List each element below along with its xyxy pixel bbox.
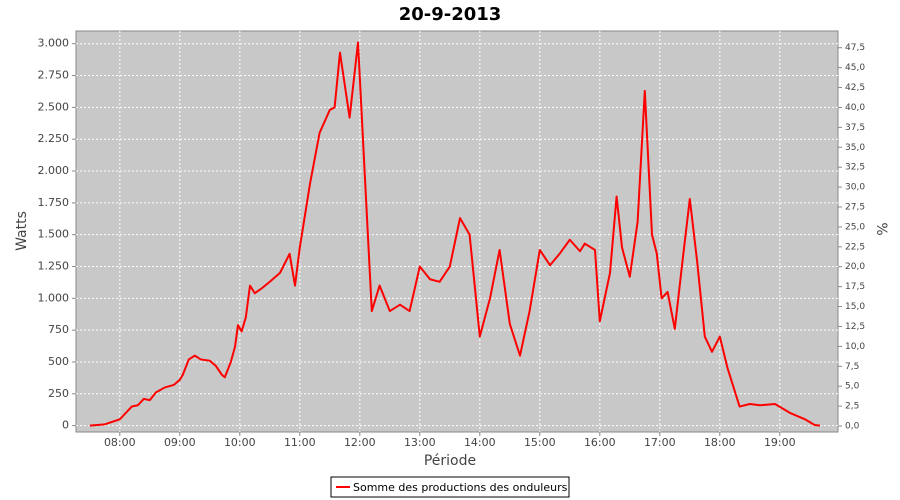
y-tick-label: 2.000 bbox=[38, 164, 70, 177]
y-tick-label: 250 bbox=[48, 387, 69, 400]
y-tick-label: 2.750 bbox=[38, 69, 70, 82]
y-tick-label: 1.250 bbox=[38, 260, 70, 273]
y-tick-label: 500 bbox=[48, 355, 69, 368]
y2-tick-label: 40,0 bbox=[845, 103, 865, 113]
y2-tick-label: 32,5 bbox=[845, 163, 865, 173]
y2-tick-label: 30,0 bbox=[845, 183, 865, 193]
y2-tick-label: 20,0 bbox=[845, 262, 865, 272]
y2-axis-label: % bbox=[873, 222, 889, 235]
x-tick-label: 09:00 bbox=[164, 436, 196, 449]
x-tick-label: 18:00 bbox=[704, 436, 736, 449]
x-tick-label: 10:00 bbox=[224, 436, 256, 449]
y2-tick-label: 15,0 bbox=[845, 302, 865, 312]
legend-label: Somme des productions des onduleurs bbox=[353, 481, 568, 494]
y2-tick-label: 45,0 bbox=[845, 63, 865, 73]
x-tick-label: 08:00 bbox=[104, 436, 136, 449]
chart-title: 20-9-2013 bbox=[399, 4, 502, 25]
x-tick-label: 19:00 bbox=[764, 436, 796, 449]
y-tick-label: 1.000 bbox=[38, 291, 70, 304]
x-tick-label: 17:00 bbox=[644, 436, 676, 449]
x-tick-label: 15:00 bbox=[524, 436, 556, 449]
x-tick-label: 16:00 bbox=[584, 436, 616, 449]
y2-tick-label: 22,5 bbox=[845, 242, 865, 252]
y2-tick-label: 17,5 bbox=[845, 282, 865, 292]
legend bbox=[330, 476, 570, 498]
y2-tick-label: 42,5 bbox=[845, 83, 865, 93]
y-tick-label: 1.500 bbox=[38, 228, 70, 241]
x-tick-label: 12:00 bbox=[344, 436, 376, 449]
y-axis-label: Watts bbox=[14, 211, 30, 251]
x-tick-label: 14:00 bbox=[464, 436, 496, 449]
x-tick-label: 13:00 bbox=[404, 436, 436, 449]
y2-tick-label: 37,5 bbox=[845, 123, 865, 133]
y-tick-label: 2.250 bbox=[38, 132, 70, 145]
y2-tick-label: 0,0 bbox=[845, 422, 860, 432]
y2-tick-label: 25,0 bbox=[845, 222, 865, 232]
x-axis-label: Période bbox=[424, 453, 476, 469]
y-tick-label: 1.750 bbox=[38, 196, 70, 209]
y2-tick-label: 10,0 bbox=[845, 342, 865, 352]
y-tick-label: 2.500 bbox=[38, 100, 70, 113]
y-tick-label: 3.000 bbox=[38, 37, 70, 50]
y2-tick-label: 12,5 bbox=[845, 322, 865, 332]
x-tick-label: 11:00 bbox=[284, 436, 316, 449]
y-tick-label: 750 bbox=[48, 323, 69, 336]
y2-tick-label: 5,0 bbox=[845, 382, 860, 392]
y2-tick-label: 35,0 bbox=[845, 143, 865, 153]
y2-tick-label: 7,5 bbox=[845, 362, 859, 372]
y2-tick-label: 2,5 bbox=[845, 402, 859, 412]
y2-tick-label: 27,5 bbox=[845, 203, 865, 213]
y-tick-label: 0 bbox=[62, 419, 69, 432]
y2-tick-label: 47,5 bbox=[845, 43, 865, 53]
data-line bbox=[89, 41, 821, 427]
